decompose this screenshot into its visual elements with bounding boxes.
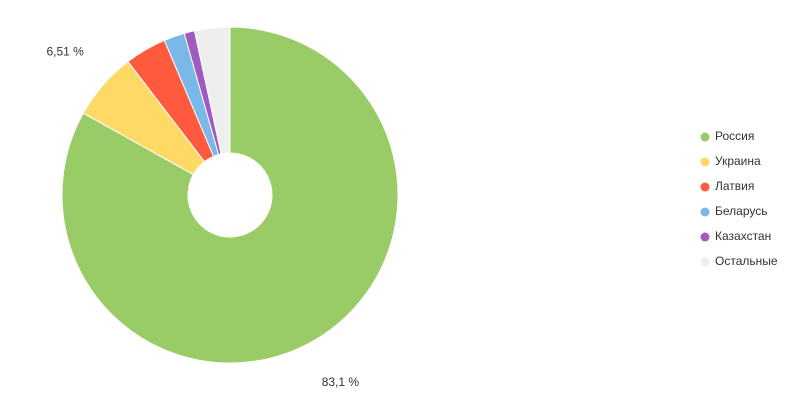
legend-label: Латвия [715,179,754,193]
legend-marker [700,257,710,267]
legend-marker [700,207,710,217]
legend-label: Беларусь [715,204,767,218]
slice [193,26,231,155]
legend-label: Казахстан [715,229,771,243]
legend-label: Остальные [715,254,778,268]
legend-marker [700,182,710,192]
legend-marker [700,157,710,167]
slice [61,26,399,364]
data-label: 6,51 % [46,45,84,59]
legend-label: Украина [715,154,761,168]
legend-label: Россия [715,129,754,143]
legend-marker [700,232,710,242]
legend-marker [700,132,710,142]
data-label: 83,1 % [322,375,360,389]
